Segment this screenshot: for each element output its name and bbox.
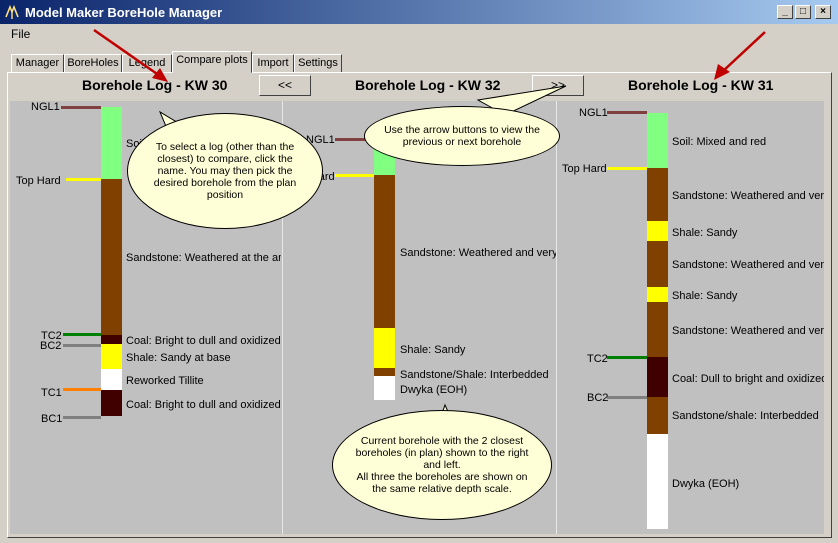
right-sandstone2-segment bbox=[647, 241, 668, 287]
right-shale-segment bbox=[647, 221, 668, 241]
center-layer-label: Shale: Sandy bbox=[400, 344, 466, 356]
left-ngl-marker bbox=[61, 106, 101, 109]
close-button[interactable]: × bbox=[815, 5, 831, 19]
tab-compare-plots[interactable]: Compare plots bbox=[172, 51, 252, 73]
left-layer-label: Coal: Bright to dull and oxidized (B bbox=[126, 399, 282, 411]
menu-bar: File bbox=[0, 24, 838, 43]
right-layer-label: Sandstone/shale: Interbedded bbox=[672, 410, 819, 422]
right-bc2-marker bbox=[607, 396, 647, 399]
center-log-title: Borehole Log - KW 32 bbox=[355, 77, 501, 93]
center-layer-label: Sandstone: Weathered and very bbox=[400, 247, 556, 259]
window-title: Model Maker BoreHole Manager bbox=[25, 5, 223, 20]
right-sandstone3-segment bbox=[647, 302, 668, 357]
left-bc1-marker bbox=[63, 416, 101, 419]
right-layer-label: Shale: Sandy bbox=[672, 290, 738, 302]
right-tc2-marker bbox=[607, 356, 647, 359]
right-ngl-marker bbox=[607, 111, 647, 114]
right-sandshale-segment bbox=[647, 397, 668, 434]
next-borehole-button[interactable]: >> bbox=[532, 75, 584, 96]
right-marker-label: BC2 bbox=[587, 392, 609, 404]
left-marker-label: NGL1 bbox=[31, 101, 60, 113]
right-soil-segment bbox=[647, 113, 668, 168]
right-layer-label: Coal: Dull to bright and oxidized bbox=[672, 373, 824, 385]
left-coal2-segment bbox=[101, 390, 122, 416]
right-marker-label: Top Hard bbox=[562, 163, 607, 175]
center-layer-label: Sandstone/Shale: Interbedded bbox=[400, 369, 549, 381]
title-bar: Model Maker BoreHole Manager _ □ × bbox=[0, 0, 838, 24]
tab-boreholes[interactable]: BoreHoles bbox=[64, 54, 122, 73]
left-marker-label: TC2 bbox=[41, 330, 62, 342]
center-sandshale-segment bbox=[374, 368, 395, 376]
left-marker-label: BC1 bbox=[41, 413, 63, 425]
left-tophard-marker bbox=[66, 178, 101, 181]
left-marker-label: BC2 bbox=[40, 340, 62, 352]
right-tophard-marker bbox=[607, 167, 647, 170]
borehole-app-icon bbox=[5, 4, 19, 19]
right-layer-label: Soil: Mixed and red bbox=[672, 136, 767, 148]
left-layer-label: Coal: Bright to dull and oxidized bbox=[126, 335, 281, 347]
center-tophard-marker bbox=[335, 174, 374, 177]
menu-file[interactable]: File bbox=[11, 27, 31, 41]
left-marker-label: TC1 bbox=[41, 387, 62, 399]
right-layer-label: Shale: Sandy bbox=[672, 227, 738, 239]
prev-borehole-button[interactable]: << bbox=[259, 75, 311, 96]
right-layer-label: Sandstone: Weathered and very bbox=[672, 190, 824, 202]
left-layer-label: Shale: Sandy at base bbox=[126, 352, 231, 364]
right-coal-segment bbox=[647, 357, 668, 397]
center-ngl-marker bbox=[335, 138, 374, 141]
center-layer-label: Dwyka (EOH) bbox=[400, 384, 468, 396]
left-tc1-marker bbox=[63, 388, 101, 391]
tab-manager[interactable]: Manager bbox=[11, 54, 64, 73]
tab-settings[interactable]: Settings bbox=[294, 54, 342, 73]
panel-divider bbox=[282, 101, 283, 534]
left-log-title[interactable]: Borehole Log - KW 30 bbox=[82, 77, 228, 93]
left-tillite-segment bbox=[101, 369, 122, 390]
right-layer-label: Sandstone: Weathered and very bbox=[672, 325, 824, 337]
maximize-button[interactable]: □ bbox=[795, 5, 811, 19]
right-sandstone-segment bbox=[647, 168, 668, 221]
right-dwyka-segment bbox=[647, 434, 668, 529]
tab-import[interactable]: Import bbox=[252, 54, 294, 73]
right-shale2-segment bbox=[647, 287, 668, 302]
right-layer-label: Dwyka (EOH) bbox=[672, 478, 740, 490]
tab-legend[interactable]: Legend bbox=[122, 54, 172, 73]
callout-arrow-buttons: Use the arrow buttons to view the previo… bbox=[364, 106, 560, 166]
panel-divider bbox=[556, 101, 557, 534]
left-tc2-marker bbox=[63, 333, 101, 336]
left-shale-segment bbox=[101, 344, 122, 369]
center-shale-segment bbox=[374, 328, 395, 368]
left-soil-segment bbox=[101, 107, 122, 179]
left-bc2-marker bbox=[63, 344, 101, 347]
right-layer-label: Sandstone: Weathered and very bbox=[672, 259, 824, 271]
callout-current-borehole: Current borehole with the 2 closest bore… bbox=[332, 410, 552, 520]
right-log-title[interactable]: Borehole Log - KW 31 bbox=[628, 77, 774, 93]
left-layer-label: Sandstone: Weathered at the an bbox=[126, 252, 281, 264]
right-marker-label: TC2 bbox=[587, 353, 608, 365]
center-sandstone-segment bbox=[374, 175, 395, 328]
left-marker-label: Top Hard bbox=[16, 175, 61, 187]
center-dwyka-segment bbox=[374, 376, 395, 400]
callout-select-log: To select a log (other than the closest)… bbox=[127, 113, 323, 229]
compare-plots-page bbox=[7, 72, 832, 538]
left-sandstone-segment bbox=[101, 179, 122, 335]
left-coal-segment bbox=[101, 335, 122, 344]
minimize-button[interactable]: _ bbox=[777, 5, 793, 19]
center-marker-label: NGL1 bbox=[306, 134, 335, 146]
left-layer-label: Reworked Tillite bbox=[126, 375, 204, 387]
right-marker-label: NGL1 bbox=[579, 107, 608, 119]
